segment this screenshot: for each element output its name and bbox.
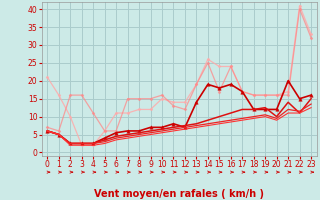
X-axis label: Vent moyen/en rafales ( km/h ): Vent moyen/en rafales ( km/h ) xyxy=(94,189,264,199)
